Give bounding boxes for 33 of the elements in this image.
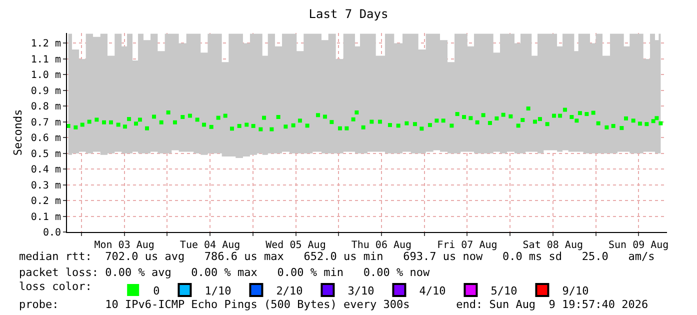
y-tick-label: 0.7 m [30, 117, 61, 128]
x-tick-label: Tue 04 Aug [180, 240, 240, 251]
y-tick-label: 0.9 m [30, 86, 61, 97]
chart-title: Last 7 Days [308, 7, 388, 22]
text: median rtt: 702.0 us avg 786.6 us max 652.0 us min 693.7 us now 0.0 ms sd 25.0 am/s [19, 250, 655, 263]
x-tick-label: Sun 09 Aug [608, 240, 669, 251]
y-tick-label: 0.8 m [30, 102, 61, 113]
legend-label: 1/10 [204, 284, 232, 298]
text: packet loss: 0.00 % avg 0.00 % max 0.00 % min 0.00 % now [19, 266, 430, 279]
legend-label: 4/10 [419, 284, 446, 298]
x-tick-label: Thu 06 Aug [351, 240, 412, 251]
y-tick-label: 1.0 m [30, 70, 61, 82]
y-tick-label: 1.1 m [30, 54, 61, 66]
legend-label: 0 [153, 284, 160, 298]
y-tick-label: 0.6 m [30, 133, 61, 144]
legend-label: 3/10 [348, 284, 374, 298]
y-tick-label: 0.1 m [30, 212, 61, 223]
y-axis-title: Seconds [12, 109, 25, 156]
text: probe: 10 IPv6-ICMP Echo Pings (500 Bytes) every 300s end: Sun Aug 9 19:57:40 2026 [19, 298, 648, 311]
legend-title: loss color: [19, 280, 106, 293]
x-tick-label: Sat 08 Aug [522, 240, 583, 251]
x-tick-label: Wed 05 Aug [266, 240, 326, 251]
legend-label: 5/10 [490, 284, 518, 298]
legend-label: 2/10 [276, 284, 303, 298]
y-tick-label: 0.2 m [30, 196, 61, 208]
x-tick-label: Mon 03 Aug [94, 240, 154, 251]
x-tick-label: Fri 07 Aug [437, 240, 498, 251]
y-tick-label: 1.2 m [30, 38, 61, 50]
y-tick-label: 0.4 m [30, 164, 61, 176]
legend-label: 9/10 [562, 284, 589, 298]
y-tick-label: 0.5 m [30, 148, 61, 160]
y-tick-label: 0.0 [42, 228, 61, 238]
y-tick-label: 0.3 m [30, 180, 61, 192]
